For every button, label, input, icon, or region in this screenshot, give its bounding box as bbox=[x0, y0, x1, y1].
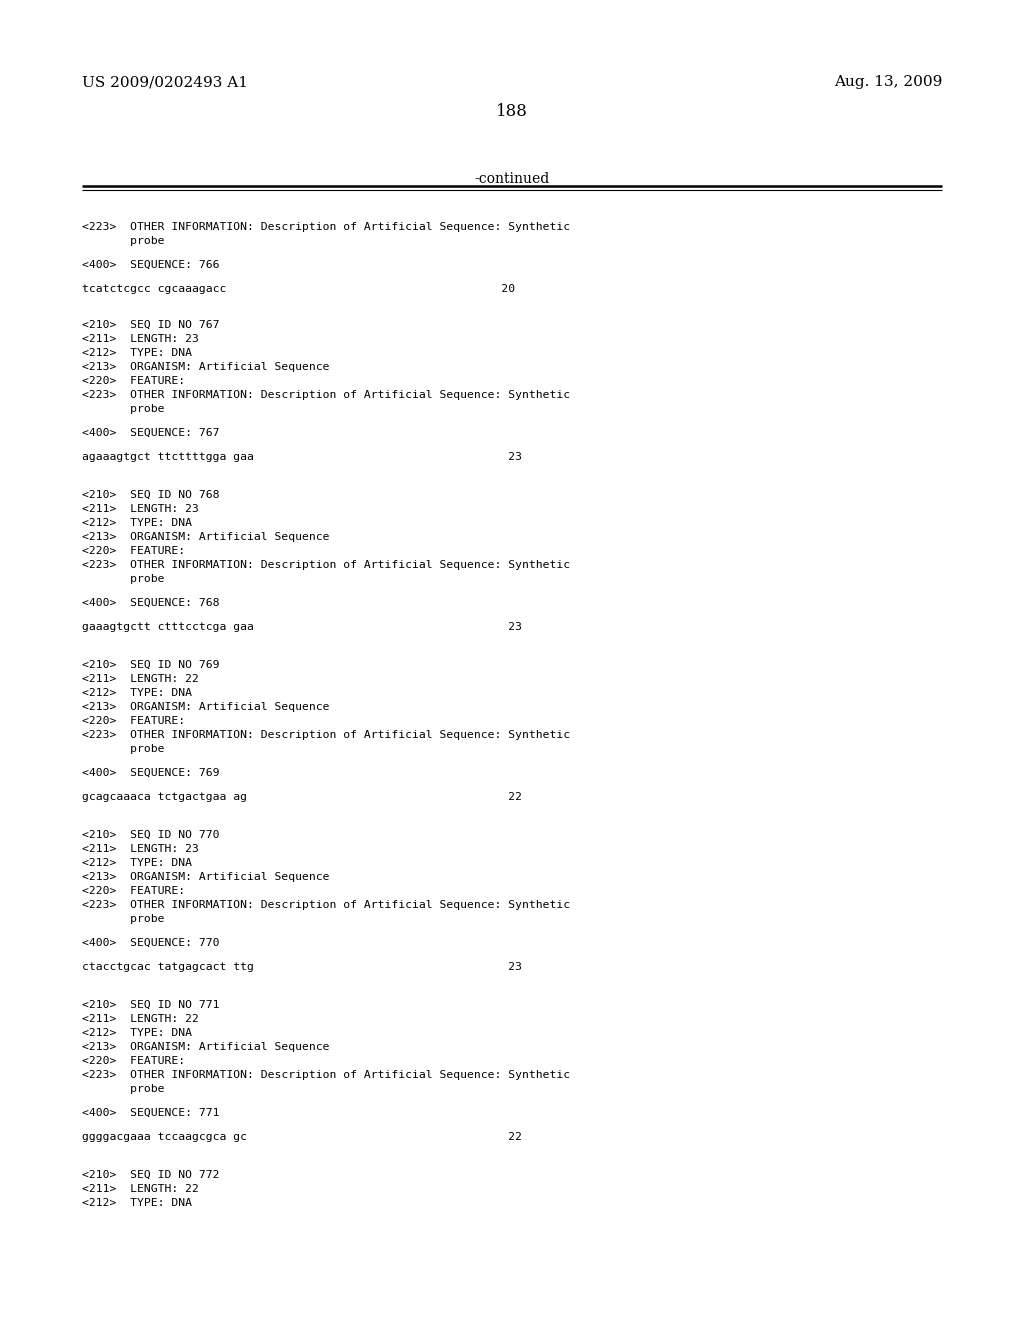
Text: <223>  OTHER INFORMATION: Description of Artificial Sequence: Synthetic: <223> OTHER INFORMATION: Description of … bbox=[82, 389, 570, 400]
Text: <213>  ORGANISM: Artificial Sequence: <213> ORGANISM: Artificial Sequence bbox=[82, 1041, 330, 1052]
Text: <210>  SEQ ID NO 771: <210> SEQ ID NO 771 bbox=[82, 1001, 219, 1010]
Text: probe: probe bbox=[82, 574, 165, 583]
Text: <211>  LENGTH: 23: <211> LENGTH: 23 bbox=[82, 504, 199, 513]
Text: US 2009/0202493 A1: US 2009/0202493 A1 bbox=[82, 75, 248, 88]
Text: probe: probe bbox=[82, 744, 165, 754]
Text: ctacctgcac tatgagcact ttg                                     23: ctacctgcac tatgagcact ttg 23 bbox=[82, 962, 522, 972]
Text: <400>  SEQUENCE: 771: <400> SEQUENCE: 771 bbox=[82, 1107, 219, 1118]
Text: <212>  TYPE: DNA: <212> TYPE: DNA bbox=[82, 348, 193, 358]
Text: <212>  TYPE: DNA: <212> TYPE: DNA bbox=[82, 858, 193, 869]
Text: <220>  FEATURE:: <220> FEATURE: bbox=[82, 546, 185, 556]
Text: <212>  TYPE: DNA: <212> TYPE: DNA bbox=[82, 1199, 193, 1208]
Text: <210>  SEQ ID NO 768: <210> SEQ ID NO 768 bbox=[82, 490, 219, 500]
Text: ggggacgaaa tccaagcgca gc                                      22: ggggacgaaa tccaagcgca gc 22 bbox=[82, 1133, 522, 1142]
Text: <211>  LENGTH: 22: <211> LENGTH: 22 bbox=[82, 675, 199, 684]
Text: <220>  FEATURE:: <220> FEATURE: bbox=[82, 886, 185, 896]
Text: <223>  OTHER INFORMATION: Description of Artificial Sequence: Synthetic: <223> OTHER INFORMATION: Description of … bbox=[82, 222, 570, 232]
Text: <210>  SEQ ID NO 772: <210> SEQ ID NO 772 bbox=[82, 1170, 219, 1180]
Text: <213>  ORGANISM: Artificial Sequence: <213> ORGANISM: Artificial Sequence bbox=[82, 362, 330, 372]
Text: <210>  SEQ ID NO 767: <210> SEQ ID NO 767 bbox=[82, 319, 219, 330]
Text: <211>  LENGTH: 22: <211> LENGTH: 22 bbox=[82, 1184, 199, 1195]
Text: tcatctcgcc cgcaaagacc                                        20: tcatctcgcc cgcaaagacc 20 bbox=[82, 284, 515, 294]
Text: <400>  SEQUENCE: 766: <400> SEQUENCE: 766 bbox=[82, 260, 219, 271]
Text: <212>  TYPE: DNA: <212> TYPE: DNA bbox=[82, 517, 193, 528]
Text: <212>  TYPE: DNA: <212> TYPE: DNA bbox=[82, 688, 193, 698]
Text: probe: probe bbox=[82, 913, 165, 924]
Text: <400>  SEQUENCE: 768: <400> SEQUENCE: 768 bbox=[82, 598, 219, 609]
Text: <400>  SEQUENCE: 770: <400> SEQUENCE: 770 bbox=[82, 939, 219, 948]
Text: <212>  TYPE: DNA: <212> TYPE: DNA bbox=[82, 1028, 193, 1038]
Text: -continued: -continued bbox=[474, 172, 550, 186]
Text: <210>  SEQ ID NO 769: <210> SEQ ID NO 769 bbox=[82, 660, 219, 671]
Text: Aug. 13, 2009: Aug. 13, 2009 bbox=[834, 75, 942, 88]
Text: 188: 188 bbox=[496, 103, 528, 120]
Text: probe: probe bbox=[82, 404, 165, 414]
Text: <211>  LENGTH: 22: <211> LENGTH: 22 bbox=[82, 1014, 199, 1024]
Text: probe: probe bbox=[82, 1084, 165, 1094]
Text: <210>  SEQ ID NO 770: <210> SEQ ID NO 770 bbox=[82, 830, 219, 840]
Text: <213>  ORGANISM: Artificial Sequence: <213> ORGANISM: Artificial Sequence bbox=[82, 532, 330, 543]
Text: <400>  SEQUENCE: 769: <400> SEQUENCE: 769 bbox=[82, 768, 219, 777]
Text: probe: probe bbox=[82, 236, 165, 246]
Text: <213>  ORGANISM: Artificial Sequence: <213> ORGANISM: Artificial Sequence bbox=[82, 702, 330, 711]
Text: <400>  SEQUENCE: 767: <400> SEQUENCE: 767 bbox=[82, 428, 219, 438]
Text: <220>  FEATURE:: <220> FEATURE: bbox=[82, 376, 185, 385]
Text: <223>  OTHER INFORMATION: Description of Artificial Sequence: Synthetic: <223> OTHER INFORMATION: Description of … bbox=[82, 730, 570, 741]
Text: <220>  FEATURE:: <220> FEATURE: bbox=[82, 1056, 185, 1067]
Text: gcagcaaaca tctgactgaa ag                                      22: gcagcaaaca tctgactgaa ag 22 bbox=[82, 792, 522, 803]
Text: <223>  OTHER INFORMATION: Description of Artificial Sequence: Synthetic: <223> OTHER INFORMATION: Description of … bbox=[82, 560, 570, 570]
Text: agaaagtgct ttcttttgga gaa                                     23: agaaagtgct ttcttttgga gaa 23 bbox=[82, 451, 522, 462]
Text: <211>  LENGTH: 23: <211> LENGTH: 23 bbox=[82, 843, 199, 854]
Text: gaaagtgctt ctttcctcga gaa                                     23: gaaagtgctt ctttcctcga gaa 23 bbox=[82, 622, 522, 632]
Text: <223>  OTHER INFORMATION: Description of Artificial Sequence: Synthetic: <223> OTHER INFORMATION: Description of … bbox=[82, 900, 570, 909]
Text: <220>  FEATURE:: <220> FEATURE: bbox=[82, 715, 185, 726]
Text: <223>  OTHER INFORMATION: Description of Artificial Sequence: Synthetic: <223> OTHER INFORMATION: Description of … bbox=[82, 1071, 570, 1080]
Text: <213>  ORGANISM: Artificial Sequence: <213> ORGANISM: Artificial Sequence bbox=[82, 873, 330, 882]
Text: <211>  LENGTH: 23: <211> LENGTH: 23 bbox=[82, 334, 199, 345]
